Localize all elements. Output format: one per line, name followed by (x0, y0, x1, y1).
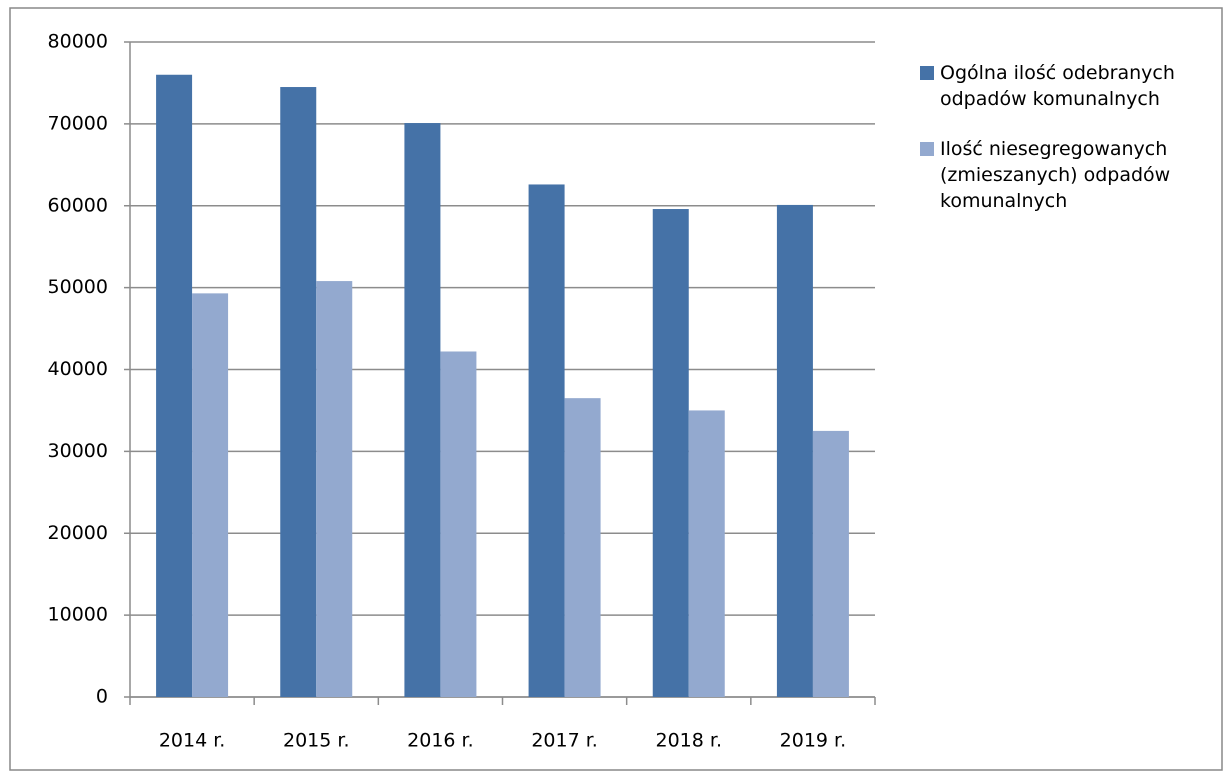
y-tick-label: 20000 (48, 522, 108, 544)
legend-item: Ilość niesegregowanych (zmieszanych) odp… (920, 136, 1220, 214)
bar (192, 293, 229, 697)
x-tick-label: 2016 r. (407, 730, 474, 752)
bar (404, 123, 441, 697)
y-tick-label: 30000 (48, 440, 108, 462)
bar (440, 351, 477, 697)
x-tick-label: 2017 r. (531, 730, 598, 752)
bar (528, 184, 565, 697)
bar (652, 209, 689, 697)
y-tick-label: 70000 (48, 112, 108, 134)
legend-label: Ogólna ilość odebranych odpadów komunaln… (940, 62, 1175, 110)
x-tick-label: 2014 r. (159, 730, 226, 752)
x-tick-label: 2019 r. (780, 730, 847, 752)
y-tick-label: 60000 (48, 194, 108, 216)
bar (316, 281, 353, 697)
y-tick-label: 40000 (48, 358, 108, 380)
bar (564, 398, 601, 697)
x-tick-label: 2015 r. (283, 730, 350, 752)
bar (776, 204, 813, 697)
bar (688, 410, 725, 697)
bar (812, 430, 849, 697)
y-tick-label: 0 (96, 686, 108, 708)
y-tick-label: 10000 (48, 604, 108, 626)
bar (280, 87, 317, 697)
legend: Ogólna ilość odebranych odpadów komunaln… (920, 60, 1220, 238)
legend-item: Ogólna ilość odebranych odpadów komunaln… (920, 60, 1220, 112)
legend-swatch (920, 66, 934, 80)
bar (156, 74, 193, 697)
legend-label: Ilość niesegregowanych (zmieszanych) odp… (940, 138, 1171, 212)
chart-border (9, 7, 1223, 771)
y-tick-label: 80000 (48, 31, 108, 53)
y-tick-label: 50000 (48, 276, 108, 298)
x-tick-label: 2018 r. (656, 730, 723, 752)
legend-swatch (920, 142, 934, 156)
